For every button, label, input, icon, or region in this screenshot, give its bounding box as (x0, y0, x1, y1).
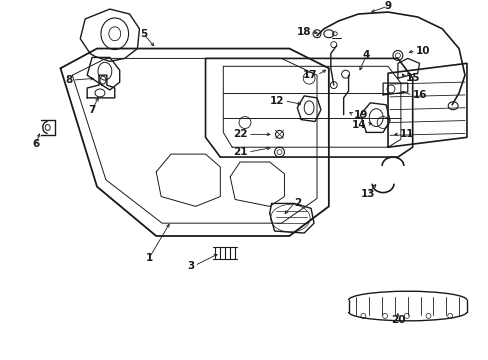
Text: 15: 15 (405, 73, 420, 83)
Text: 1: 1 (145, 253, 153, 263)
Text: 20: 20 (390, 315, 405, 325)
Text: 13: 13 (360, 189, 375, 199)
Text: 21: 21 (233, 147, 247, 157)
Text: 12: 12 (269, 96, 284, 106)
Text: 19: 19 (353, 110, 367, 120)
Text: 16: 16 (412, 90, 427, 100)
Text: 22: 22 (233, 129, 247, 139)
Text: 5: 5 (140, 29, 147, 39)
Text: 17: 17 (302, 70, 316, 80)
Text: 14: 14 (351, 120, 366, 130)
Text: 8: 8 (65, 75, 72, 85)
Text: 3: 3 (187, 261, 194, 271)
Text: 7: 7 (88, 105, 96, 115)
Text: 11: 11 (399, 129, 413, 139)
Text: 2: 2 (294, 198, 301, 208)
Text: 18: 18 (296, 27, 310, 37)
Text: 4: 4 (362, 50, 369, 60)
Text: 6: 6 (32, 139, 40, 149)
Text: 10: 10 (415, 45, 429, 55)
Text: 9: 9 (384, 1, 391, 11)
